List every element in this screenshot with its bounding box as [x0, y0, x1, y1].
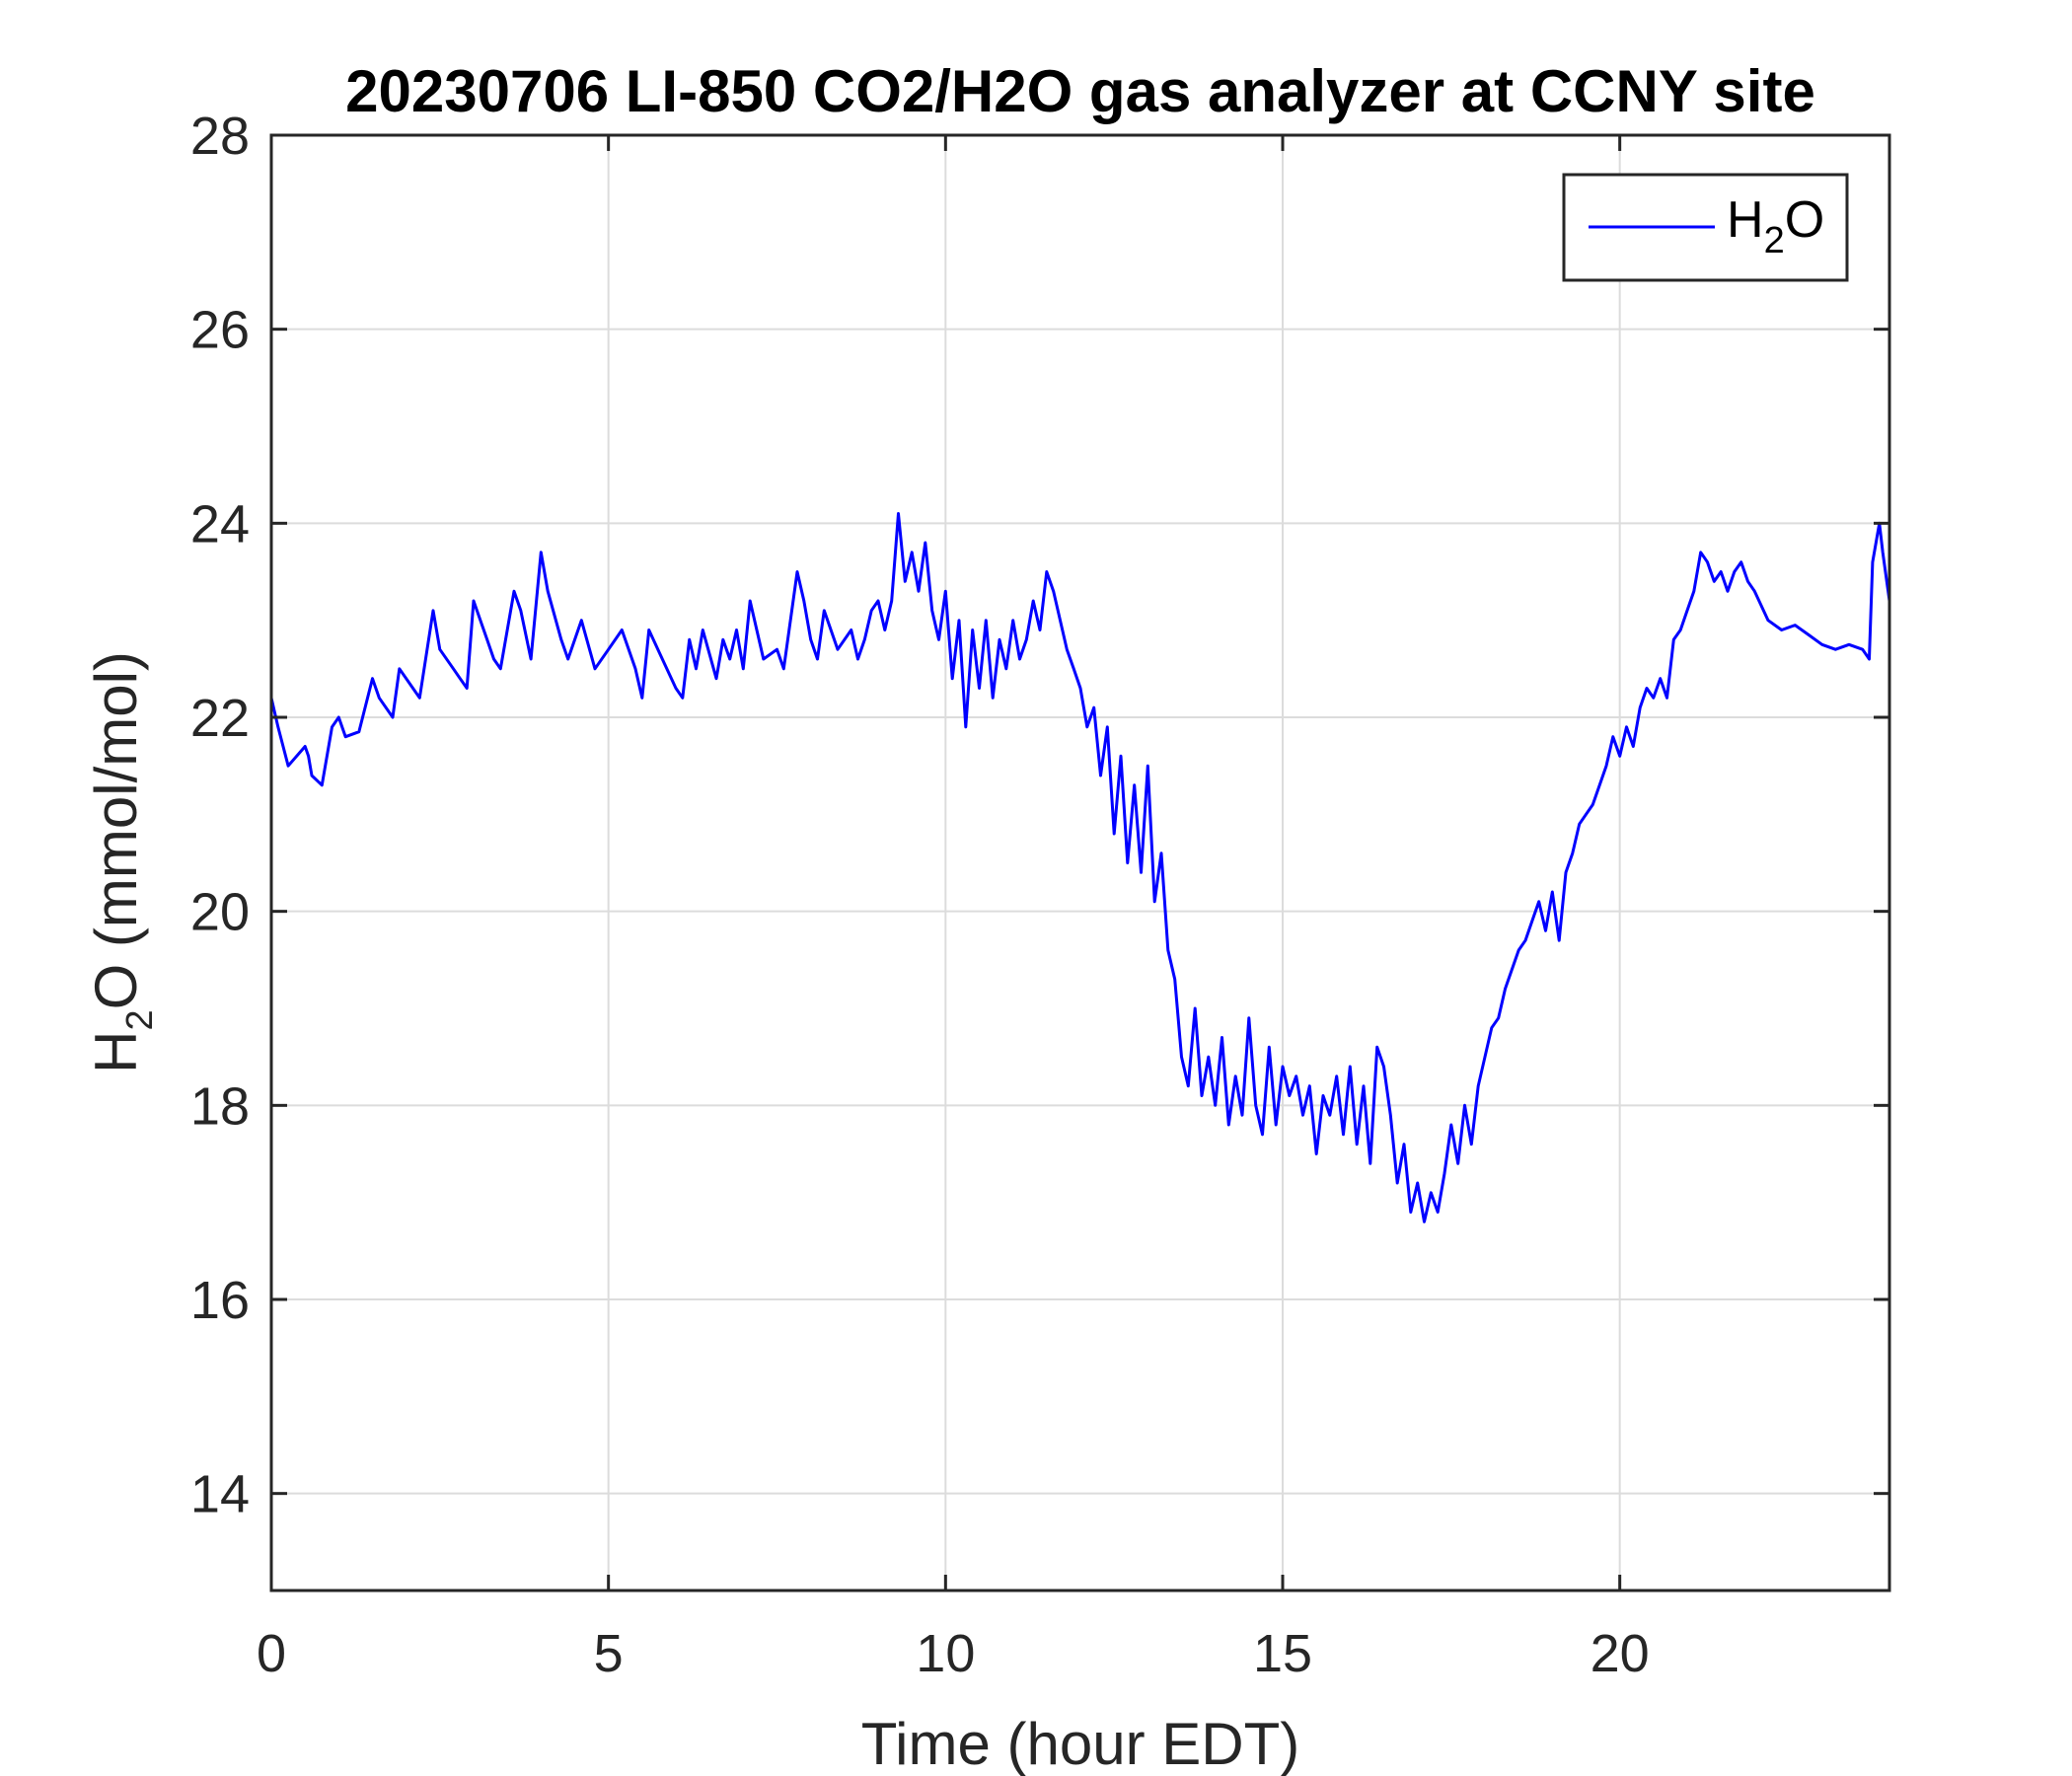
x-tick-label: 5 [594, 1624, 624, 1683]
tick-marks [269, 133, 1889, 1591]
y-tick-label: 28 [190, 107, 250, 166]
series-line-h2o [269, 512, 1891, 1223]
x-tick-label: 20 [1591, 1624, 1650, 1683]
grid-lines [271, 135, 1889, 1591]
y-tick-label: 20 [190, 883, 250, 942]
tick-labels: 0 5 10 15 20 14 16 18 20 22 24 26 28 [190, 107, 1650, 1683]
y-tick-label: 22 [190, 689, 250, 748]
y-tick-label: 16 [190, 1271, 250, 1330]
axes-box [269, 133, 1891, 1592]
y-axis-label: H2O (mmol/mol) [83, 651, 161, 1073]
legend-label-h2o: H2O [1727, 191, 1824, 261]
plot-background [271, 135, 1889, 1591]
x-tick-label: 15 [1253, 1624, 1312, 1683]
chart-title: 20230706 LI-850 CO2/H2O gas analyzer at … [345, 58, 1815, 124]
series-group [269, 512, 1891, 1223]
y-axis-label-sub: 2 [119, 1009, 161, 1030]
x-axis-label: Time (hour EDT) [861, 1711, 1300, 1776]
legend-label-sub: 2 [1764, 220, 1785, 261]
legend: H2O [1562, 173, 1849, 282]
x-tick-label: 10 [916, 1624, 975, 1683]
y-tick-label: 18 [190, 1076, 250, 1136]
y-axis-label-prefix: H [83, 1031, 149, 1073]
y-tick-label: 24 [190, 494, 250, 554]
legend-label-suffix: O [1785, 191, 1824, 249]
legend-label-prefix: H [1727, 191, 1764, 249]
y-axis-label-suffix: O (mmol/mol) [83, 651, 149, 1009]
y-tick-label: 14 [190, 1465, 250, 1524]
x-tick-label: 0 [257, 1624, 286, 1683]
y-tick-label: 26 [190, 301, 250, 360]
